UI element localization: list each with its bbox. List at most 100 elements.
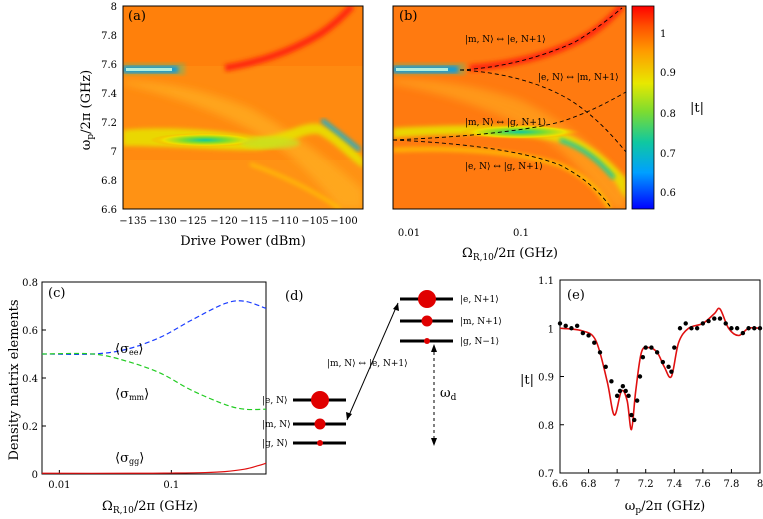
ytick-e: 1 [548,324,554,335]
xtick-e: 7.4 [666,479,682,490]
xtick-b: 0.1 [513,228,529,239]
level-label-left-g: |g, N⟩ [262,439,288,449]
colorbar-tick: 0.8 [660,109,676,120]
curve-label-ee: ⟨σee⟩ [115,342,144,357]
data-point [634,398,640,403]
xtick-e: 7 [614,479,620,490]
axes-c-frame [41,281,267,475]
annotation-b-e-m: |e, N⟩ ↔ |m, N+1⟩ [538,73,619,83]
ytick-a: 6.6 [101,205,117,216]
xtick-b: 0.01 [398,228,420,239]
data-point [683,321,688,326]
data-point [609,379,614,384]
axes-a-xticks: −135 −130 −125 −120 −115 −110 −105 −100 [119,216,357,227]
ytick-a: 6.8 [101,176,117,187]
data-point [574,323,580,329]
panel-a-label: (a) [128,9,146,24]
heatmap-a-upper-branch [224,6,355,72]
panel-b: (b) |m, N⟩ ↔ |e, N+1⟩ |e, N⟩ ↔ |m, N+1⟩ … [392,5,627,263]
axes-e-frame [559,279,761,474]
xtick-a: −125 [179,216,206,227]
heatmap-a-features [123,6,363,209]
colorbar-tick: 0.7 [660,149,676,160]
colorbar-tick: 0.9 [660,68,676,79]
colorbar-tick: 1 [660,29,666,40]
ytick-a: 7 [111,147,117,158]
curve-label-gg: ⟨σgg⟩ [115,451,144,466]
axes-c-yticks: 0 0.2 0.4 0.6 0.8 [22,278,46,481]
xtick-e: 6.8 [581,479,597,490]
annotation-b-e-g: |e, N⟩ ↔ |g, N+1⟩ [465,162,543,172]
xtick-e: 8 [757,479,763,490]
panel-e: (e) 1.1 1 0.9 0.8 0.7 6.6 6.8 7 7.2 7.4 7.6 7.8 8 |… [520,276,763,516]
data-point [649,345,654,350]
population-right-g [424,338,430,344]
data-point [586,333,591,338]
data-point [694,326,700,331]
panel-a: (a) −135 −130 −125 −120 −115 −110 −105 −… [79,2,364,249]
data-point [717,316,723,321]
data-point [729,326,734,331]
ytick-e: 0.7 [538,469,554,480]
xtick-e: 7.2 [638,479,654,490]
data-point [597,350,603,355]
data-point [700,321,706,326]
heatmap-a-green-blob [150,133,260,147]
curve-sigma-mm [41,352,267,411]
population-right-m [421,315,433,327]
panel-d: (d) |e, N⟩ |m, N⟩ |g, N⟩ |e, N+1⟩ |m, N+… [262,289,502,449]
drive-label: ωd [440,386,457,403]
data-point [660,359,666,365]
level-label-right-g: |g, N−1⟩ [460,337,499,347]
data-point [592,340,597,345]
population-left-m [314,418,326,430]
data-point [557,321,563,326]
ytick-c: 0.8 [22,278,38,289]
data-point [617,388,623,394]
data-point [734,326,740,331]
heatmap-b-green-blob [460,125,580,139]
axes-e-xlabel: ωp/2π (GHz) [625,499,705,516]
data-point [563,323,568,329]
data-point [746,326,751,331]
heatmap-a-branch-blue [320,118,362,152]
panel-d-label: (d) [285,289,303,304]
axes-a-xlabel: Drive Power (dBm) [180,234,306,249]
axes-e-ylabel: |t| [520,373,534,388]
ytick-c: 0.6 [22,326,38,337]
ytick-a: 8 [111,2,117,13]
data-point [632,417,637,423]
data-point [637,374,643,379]
axes-e-curves [557,307,763,431]
data-point [706,318,711,324]
panel-c: (c) 0 0.2 0.4 0.6 0.8 0.01 0.1 ⟨σee⟩ ⟨σmm⟩ ⟨σ… [7,278,267,516]
panel-b-label: (b) [399,9,417,24]
axes-b-xlabel: ΩR,10/2π (GHz) [462,246,558,263]
data-point [623,388,628,394]
annotation-b-m-g: |m, N⟩ ↔ |g, N+1⟩ [465,118,546,128]
colorbar-label: |t| [690,101,704,116]
xtick-a: −105 [301,216,328,227]
level-label-right-e: |e, N+1⟩ [460,295,499,305]
xtick-c: 0.01 [48,480,70,491]
data-point [654,350,660,355]
data-point [757,326,763,331]
ytick-c: 0 [32,470,38,481]
xtick-a: −110 [271,216,298,227]
data-point [643,345,648,350]
population-right-e [418,290,436,308]
transition-label: |m, N⟩ ↔ |e, N+1⟩ [327,359,408,369]
xtick-c: 0.1 [163,480,179,491]
level-label-left-e: |e, N⟩ [262,396,287,406]
curve-sigma-gg [41,462,267,474]
population-left-g [317,440,323,446]
data-point [620,383,626,389]
xtick-a: −135 [119,216,146,227]
ytick-e: 0.8 [538,421,554,432]
data-point [614,393,620,398]
colorbar-tick: 0.6 [660,188,676,199]
ytick-a: 7.6 [101,60,117,71]
axes-c-ylabel: Density matrix elements [7,300,22,461]
axes-e-xticks: 6.6 6.8 7 7.2 7.4 7.6 7.8 8 [552,469,763,490]
